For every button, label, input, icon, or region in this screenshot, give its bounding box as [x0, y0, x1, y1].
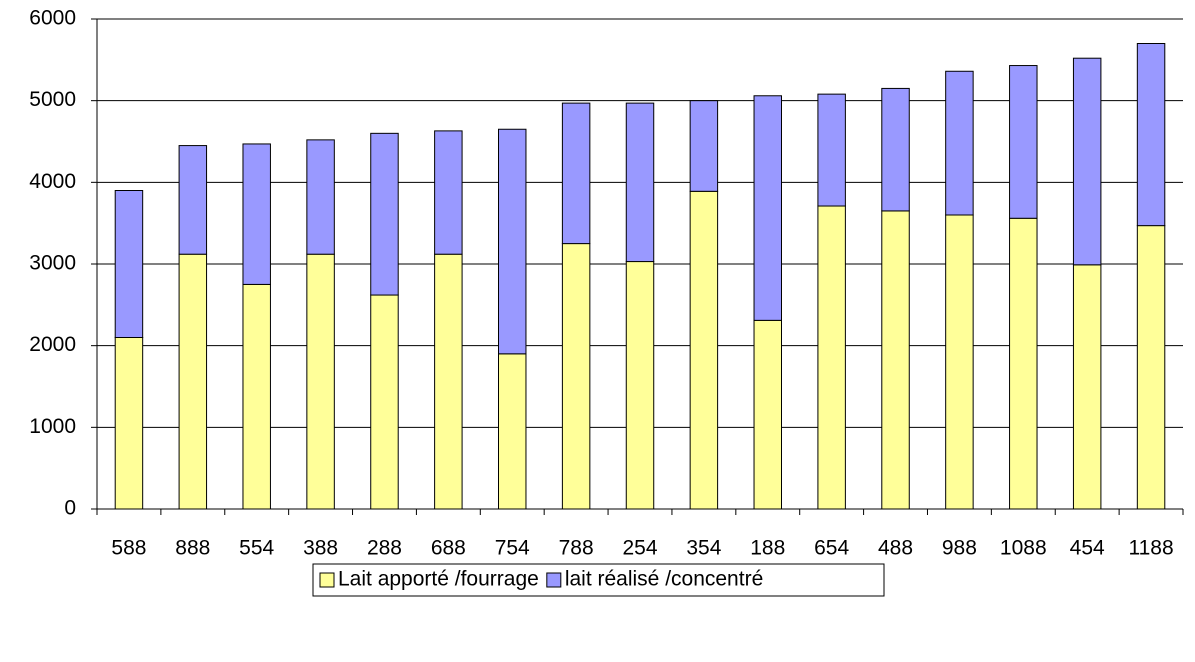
- bar-segment: [434, 130, 463, 255]
- y-tick-label: 3000: [29, 252, 76, 275]
- x-tick-label: 188: [750, 537, 785, 560]
- bar-segment: [1009, 65, 1038, 219]
- x-tick-label: 488: [878, 537, 913, 560]
- bar-segment: [114, 337, 144, 510]
- bar-segment: [498, 353, 527, 510]
- bar-segment: [561, 243, 591, 510]
- y-tick-label: 2000: [29, 333, 76, 356]
- bar-segment: [370, 294, 399, 510]
- bar-segment: [1072, 264, 1102, 510]
- bar-segment: [498, 128, 527, 355]
- bar-segment: [753, 95, 782, 321]
- legend-box: [312, 563, 885, 597]
- bar-segment: [306, 253, 335, 510]
- x-tick-label: 1188: [1128, 537, 1173, 560]
- bar-segment: [178, 253, 208, 510]
- bar-segment: [625, 261, 655, 510]
- bar-segment: [945, 214, 974, 510]
- bar-segment: [817, 93, 846, 207]
- bar-segment: [753, 319, 782, 510]
- bar-segment: [561, 102, 591, 245]
- legend-label: lait réalisé /concentré: [565, 568, 763, 591]
- x-tick-label: 888: [175, 537, 210, 560]
- x-tick-label: 454: [1070, 537, 1105, 560]
- bar-segment: [1136, 225, 1166, 510]
- y-tick-label: 4000: [29, 170, 76, 193]
- x-tick-label: 288: [367, 537, 402, 560]
- bar-segment: [1072, 57, 1102, 266]
- bar-segment: [370, 132, 399, 296]
- y-tick-label: 5000: [29, 88, 76, 111]
- bar-segment: [306, 139, 335, 255]
- x-tick-label: 654: [814, 537, 849, 560]
- x-tick-label: 754: [495, 537, 530, 560]
- legend-label: Lait apporté /fourrage: [338, 568, 539, 591]
- bar-segment: [242, 143, 271, 285]
- x-tick-label: 254: [622, 537, 657, 560]
- bar-segment: [625, 102, 655, 263]
- y-tick-label: 0: [64, 497, 76, 520]
- bar-segment: [689, 190, 719, 510]
- legend-swatch: [319, 572, 335, 588]
- bar-segment: [945, 70, 974, 216]
- x-tick-label: 1088: [1000, 537, 1047, 560]
- bar-segment: [1136, 43, 1166, 227]
- x-tick-label: 554: [239, 537, 274, 560]
- x-tick-label: 988: [942, 537, 977, 560]
- x-tick-label: 388: [303, 537, 338, 560]
- bar-segment: [689, 100, 719, 192]
- bar-segment: [881, 87, 910, 212]
- x-tick-label: 354: [686, 537, 721, 560]
- bar-segment: [178, 145, 208, 255]
- y-tick-label: 1000: [29, 415, 76, 438]
- bar-segment: [434, 253, 463, 510]
- bar-segment: [242, 283, 271, 510]
- legend-swatch: [546, 572, 562, 588]
- x-tick-label: 588: [111, 537, 146, 560]
- bar-segment: [1009, 217, 1038, 510]
- x-tick-label: 688: [431, 537, 466, 560]
- bar-segment: [114, 190, 144, 338]
- y-tick-label: 6000: [29, 7, 76, 30]
- x-tick-label: 788: [559, 537, 594, 560]
- bar-segment: [881, 210, 910, 510]
- bar-segment: [817, 205, 846, 510]
